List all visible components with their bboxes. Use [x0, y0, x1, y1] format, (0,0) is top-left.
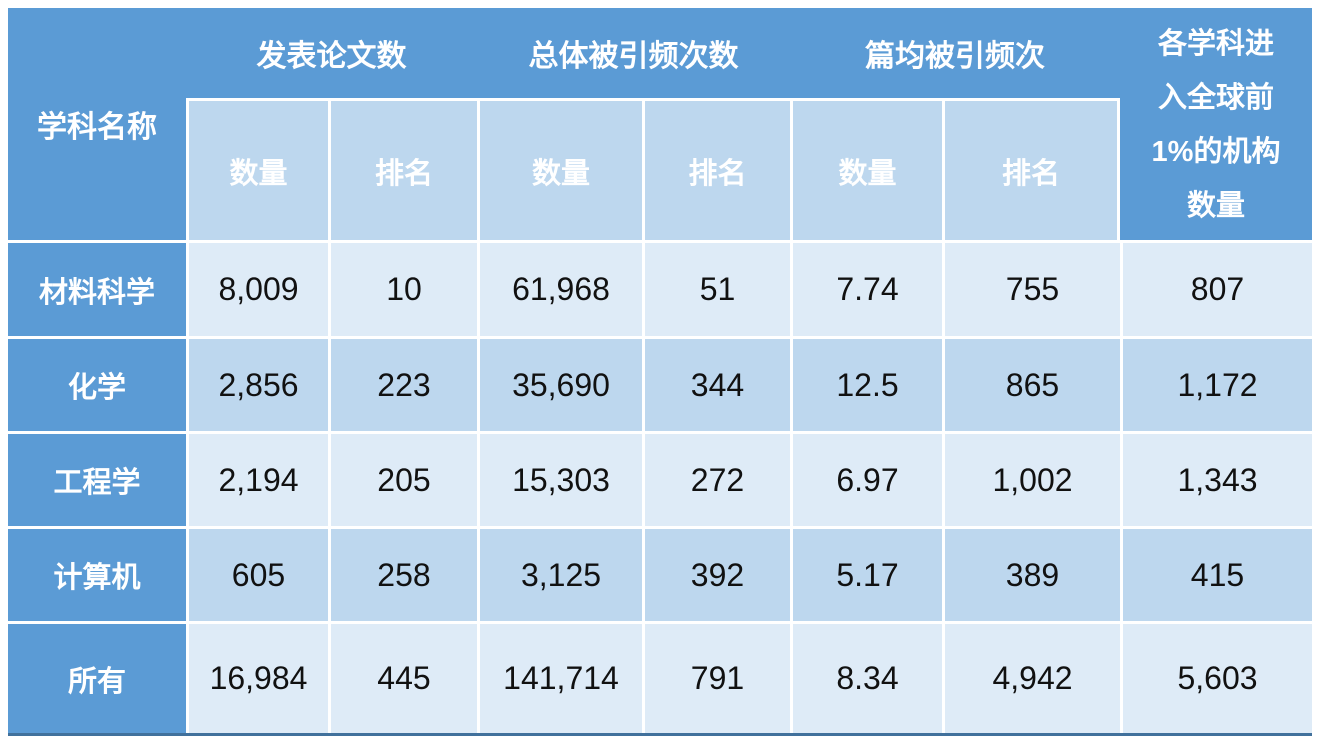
cell-value: 389: [942, 526, 1120, 621]
cell-value: 4,942: [942, 621, 1120, 733]
header-top1pct-line-1: 各学科进: [1157, 28, 1274, 60]
row-label-computer-science: 计算机: [8, 526, 186, 621]
cell-value: 415: [1120, 526, 1312, 621]
cell-value: 2,856: [186, 336, 328, 431]
row-label-all: 所有: [8, 621, 186, 733]
subheader-papers-rank: 排名: [328, 98, 477, 240]
cell-value: 8.34: [790, 621, 942, 733]
cell-value: 5.17: [790, 526, 942, 621]
subheader-citations-count: 数量: [477, 98, 642, 240]
header-subject-name: 学科名称: [8, 8, 186, 240]
header-top1pct-line-2: 入全球前: [1157, 82, 1274, 114]
cell-value: 8,009: [186, 240, 328, 336]
header-top1pct-line-3: 1%的机构: [1151, 136, 1281, 168]
cell-value: 141,714: [477, 621, 642, 733]
cell-value: 791: [642, 621, 790, 733]
cell-value: 445: [328, 621, 477, 733]
header-group-total-citations: 总体被引频次数: [477, 8, 790, 98]
cell-value: 51: [642, 240, 790, 336]
cell-value: 35,690: [477, 336, 642, 431]
header-top1pct-line-4: 数量: [1186, 190, 1245, 222]
cell-value: 755: [942, 240, 1120, 336]
row-label-materials-science: 材料科学: [8, 240, 186, 336]
cell-value: 605: [186, 526, 328, 621]
cell-value: 10: [328, 240, 477, 336]
row-label-engineering: 工程学: [8, 431, 186, 526]
cell-value: 61,968: [477, 240, 642, 336]
header-group-citations-per-paper: 篇均被引频次: [790, 8, 1120, 98]
cell-value: 272: [642, 431, 790, 526]
cell-value: 258: [328, 526, 477, 621]
subheader-perpaper-count: 数量: [790, 98, 942, 240]
subheader-papers-count: 数量: [186, 98, 328, 240]
cell-value: 3,125: [477, 526, 642, 621]
cell-value: 7.74: [790, 240, 942, 336]
row-label-chemistry: 化学: [8, 336, 186, 431]
cell-value: 344: [642, 336, 790, 431]
subheader-perpaper-rank: 排名: [942, 98, 1120, 240]
cell-value: 392: [642, 526, 790, 621]
cell-value: 1,343: [1120, 431, 1312, 526]
cell-value: 6.97: [790, 431, 942, 526]
cell-value: 15,303: [477, 431, 642, 526]
cell-value: 16,984: [186, 621, 328, 733]
cell-value: 865: [942, 336, 1120, 431]
header-top1pct-institutions: 各学科进 入全球前 1%的机构 数量: [1120, 8, 1312, 240]
subject-metrics-table: 学科名称 发表论文数 总体被引频次数 篇均被引频次 各学科进 入全球前 1%的机…: [8, 8, 1312, 736]
cell-value: 807: [1120, 240, 1312, 336]
cell-value: 223: [328, 336, 477, 431]
cell-value: 2,194: [186, 431, 328, 526]
header-group-published-papers: 发表论文数: [186, 8, 477, 98]
cell-value: 5,603: [1120, 621, 1312, 733]
cell-value: 1,002: [942, 431, 1120, 526]
cell-value: 205: [328, 431, 477, 526]
cell-value: 1,172: [1120, 336, 1312, 431]
cell-value: 12.5: [790, 336, 942, 431]
subheader-citations-rank: 排名: [642, 98, 790, 240]
